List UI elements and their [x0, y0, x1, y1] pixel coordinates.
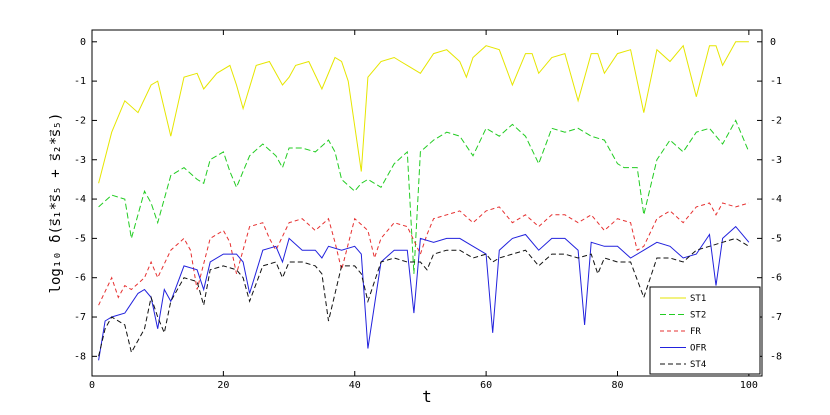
- y-tick-label-left: 0: [80, 37, 86, 48]
- x-tick-label: 100: [740, 380, 758, 391]
- series-layer: [98, 41, 750, 361]
- legend-label-st1: ST1: [690, 294, 706, 304]
- x-axis-label: t: [422, 387, 432, 406]
- y-tick-label-left: -8: [74, 351, 86, 362]
- y-tick-label-right: -3: [770, 155, 782, 166]
- legend-label-st4: ST4: [690, 360, 706, 370]
- y-tick-label-right: -7: [770, 312, 782, 323]
- legend-label-st2: ST2: [690, 311, 706, 321]
- y-tick-label-right: -4: [770, 194, 782, 205]
- y-axis-label: log₁₀ δ(s⃗₁*s⃗₅ + s⃗₂*s⃗₅): [48, 113, 64, 294]
- series-line-st4: [98, 237, 750, 357]
- x-tick-label: 80: [611, 380, 623, 391]
- series-line-ofr: [98, 225, 750, 361]
- series-line-fr: [98, 202, 750, 306]
- y-tick-label-right: -8: [770, 351, 782, 362]
- legend-label-fr: FR: [690, 327, 701, 337]
- x-tick-label: 60: [480, 380, 492, 391]
- y-tick-label-left: -6: [74, 273, 86, 284]
- ticks-layer: 0 20 40 60 80 100 0 0 -1 -1 -2 -2 -3 -3 -4 -4 -5 -5 -6 -6 -7…: [74, 30, 782, 391]
- y-tick-label-right: -2: [770, 115, 782, 126]
- y-tick-label-left: -5: [74, 233, 86, 244]
- series-line-st2: [98, 119, 750, 274]
- y-tick-label-right: -6: [770, 273, 782, 284]
- legend: ST1 ST2 FR OFR ST4: [649, 286, 761, 375]
- x-tick-label: 40: [349, 380, 361, 391]
- y-tick-label-left: -2: [74, 115, 86, 126]
- y-tick-label-left: -4: [74, 194, 86, 205]
- series-line-st1: [98, 41, 749, 184]
- plot-frame: [91, 29, 763, 377]
- x-tick-label: 0: [89, 380, 95, 391]
- x-tick-label: 20: [217, 380, 229, 391]
- legend-label-ofr: OFR: [690, 344, 707, 354]
- y-tick-label-left: -7: [74, 312, 86, 323]
- y-tick-label-left: -1: [74, 76, 86, 87]
- y-tick-label-right: -5: [770, 233, 782, 244]
- y-tick-label-right: -1: [770, 76, 782, 87]
- y-tick-label-left: -3: [74, 155, 86, 166]
- y-tick-label-right: 0: [770, 37, 776, 48]
